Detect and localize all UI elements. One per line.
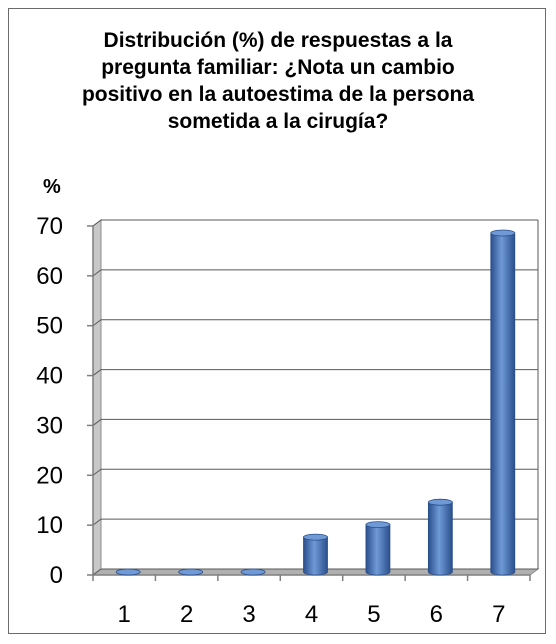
y-axis-ticks: 0 10 20 30 40 50 60 70 — [36, 213, 93, 589]
bar — [115, 568, 141, 576]
x-axis-ticks: 1 2 3 4 5 6 7 — [92, 575, 531, 628]
bar — [303, 533, 328, 576]
chart-title: Distribución (%) de respuestas a la preg… — [81, 29, 475, 133]
gridline-depth — [92, 419, 102, 426]
plot-walls — [91, 219, 540, 576]
x-tick-label: 2 — [180, 601, 193, 628]
y-tick-label: 0 — [50, 562, 63, 589]
bar — [240, 568, 266, 576]
y-tick-label: 50 — [36, 313, 63, 340]
gridline-depth — [92, 319, 102, 327]
x-tick-label: 1 — [118, 601, 131, 628]
axes — [92, 226, 530, 576]
y-tick-label: 40 — [36, 363, 63, 390]
x-tick-label: 7 — [492, 601, 505, 628]
gridline-depth — [92, 219, 102, 227]
gridlines — [92, 219, 539, 576]
gridline-depth — [92, 369, 102, 376]
bar — [365, 521, 391, 576]
y-axis-label: % — [43, 176, 61, 198]
gridline-depth — [92, 468, 102, 476]
bars — [115, 229, 516, 576]
gridline-depth — [92, 269, 102, 277]
bar — [178, 568, 204, 576]
gridline-depth — [92, 518, 102, 526]
y-tick-label: 20 — [36, 462, 63, 489]
gridline-depth — [92, 568, 102, 576]
y-tick-label: 10 — [36, 512, 63, 539]
x-tick-label: 3 — [242, 601, 255, 628]
bar — [490, 229, 516, 576]
x-tick-label: 4 — [305, 601, 318, 628]
y-tick-label: 70 — [36, 213, 63, 240]
y-tick-label: 30 — [36, 412, 63, 439]
x-tick-label: 6 — [430, 601, 443, 628]
bar — [427, 498, 453, 576]
y-tick-label: 60 — [36, 263, 63, 290]
x-tick-label: 5 — [367, 601, 380, 628]
